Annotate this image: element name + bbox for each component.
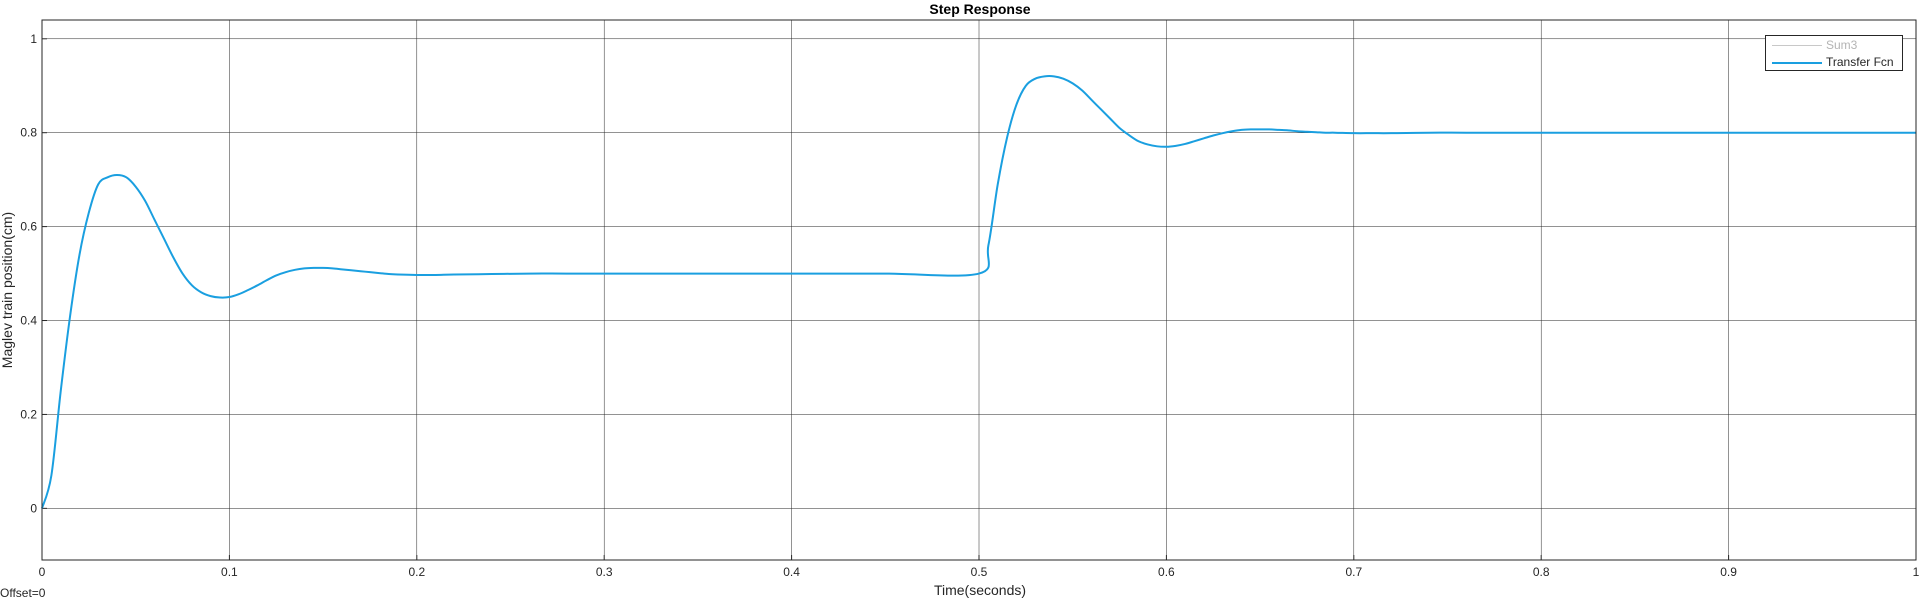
y-tick-label: 0.6 [20,220,37,234]
series-lines [41,75,1916,509]
y-tick-label: 0.4 [20,314,37,328]
axes-box [41,19,1917,561]
x-tick-label: 0.7 [1345,565,1362,579]
y-axis-label: Maglev train position(cm) [0,212,15,368]
legend-label-transfer-fcn: Transfer Fcn [1826,55,1894,69]
x-tick-label: 0.2 [408,565,425,579]
legend-item-sum3[interactable]: Sum3 [1766,37,1902,53]
legend-swatch-sum3 [1772,45,1822,46]
x-tick-label: 0.4 [783,565,800,579]
x-axis-label: Time(seconds) [934,582,1026,598]
x-tick-label: 0 [39,565,46,579]
x-tick-label: 0.6 [1158,565,1175,579]
y-axis-ticks: 0 0.2 0.4 0.6 0.8 1 [20,32,47,515]
x-tick-label: 0.8 [1533,565,1550,579]
legend-label-sum3: Sum3 [1826,38,1858,52]
y-tick-label: 0 [30,501,37,515]
x-tick-label: 0.5 [971,565,988,579]
x-tick-label: 0.3 [596,565,613,579]
legend-swatch-transfer-fcn [1772,62,1822,64]
y-tick-label: 0.8 [20,126,37,140]
grid-lines [41,20,1917,560]
chart-title: Step Response [929,1,1030,17]
y-tick-label: 1 [30,32,37,46]
legend-item-transfer-fcn[interactable]: Transfer Fcn [1766,54,1902,70]
x-axis-ticks: 0 0.1 0.2 0.3 0.4 0.5 0.6 0.7 0.8 0.9 1 [39,555,1920,579]
x-tick-label: 0.9 [1720,565,1737,579]
series-line-transfer-fcn [41,75,1916,509]
x-tick-label: 1 [1913,565,1920,579]
legend[interactable]: Sum3 Transfer Fcn [1765,35,1903,71]
x-tick-label: 0.1 [221,565,238,579]
y-tick-label: 0.2 [20,407,37,421]
offset-label: Offset=0 [0,586,46,600]
